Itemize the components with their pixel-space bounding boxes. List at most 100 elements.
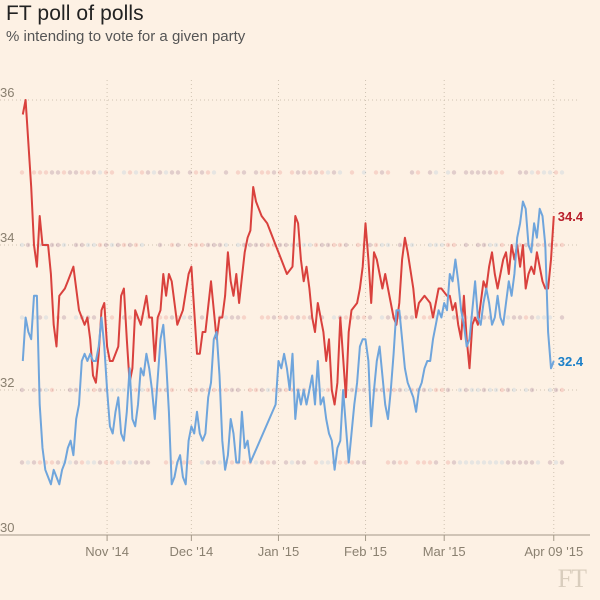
poll-dot [277,387,283,393]
poll-dot [97,242,103,248]
poll-dot [217,242,223,248]
poll-dot [205,242,211,248]
poll-dot [205,460,211,465]
poll-dot [451,315,457,320]
poll-dot [415,460,421,465]
poll-dot [475,242,481,248]
poll-dot [271,315,277,320]
poll-dot [199,170,205,175]
poll-dot [325,460,331,465]
poll-dot [361,387,367,393]
poll-dot [445,387,451,393]
series-lines [21,99,555,486]
poll-dot [241,315,247,320]
poll-dot [73,387,79,393]
poll-dot [199,460,205,465]
poll-dot [235,315,241,320]
poll-dot [463,170,469,175]
poll-dot [493,170,499,175]
poll-dot [139,460,145,465]
poll-dot [19,242,25,248]
poll-dot [505,315,511,320]
poll-dot [325,242,331,248]
poll-dot [427,460,433,465]
poll-dot [259,242,265,248]
poll-dot [97,460,103,465]
end-labels: 34.4 32.4 [558,209,584,369]
poll-dot [253,387,259,393]
poll-dot [355,315,361,320]
poll-dot [103,242,109,248]
poll-dot [31,460,37,465]
poll-dot [547,460,553,465]
poll-dot [121,460,127,465]
poll-dot [379,315,385,320]
poll-dot [73,315,79,320]
poll-dot [97,387,103,393]
poll-dot [43,170,49,175]
poll-dot [343,315,349,320]
poll-dot [73,170,79,175]
poll-dot [331,170,337,175]
poll-dot [79,170,85,175]
poll-dot [499,460,505,465]
poll-dot [487,170,493,175]
poll-dot [265,242,271,248]
poll-dot [373,242,379,248]
poll-dot [343,242,349,248]
poll-dot [463,387,469,393]
poll-dot [511,242,517,248]
poll-dot [235,387,241,393]
poll-dot [445,170,451,175]
poll-dot [73,242,79,248]
poll-dot [49,387,55,393]
poll-dot [379,170,385,175]
poll-dot [505,460,511,465]
poll-dot [421,387,427,393]
poll-dot [427,242,433,248]
poll-dot [67,170,73,175]
poll-dot [19,460,25,465]
poll-dot [301,170,307,175]
poll-dot [187,315,193,320]
poll-dot [481,387,487,393]
poll-dot [121,387,127,393]
poll-dot [385,315,391,320]
poll-dot [361,315,367,320]
poll-dot [331,170,337,175]
poll-dot [37,315,43,320]
poll-dot [169,387,175,393]
poll-dot [511,315,517,320]
poll-dot [535,242,541,248]
poll-dot [133,460,139,465]
poll-dot [97,460,103,465]
poll-dot [391,387,397,393]
poll-dot [265,315,271,320]
series-line-1 [21,200,555,486]
poll-dot [145,460,151,465]
poll-dot [517,315,523,320]
poll-dot [469,170,475,175]
poll-dot [169,170,175,175]
poll-dot [439,387,445,393]
poll-dot [211,242,217,248]
poll-dot [277,387,283,393]
poll-dot [145,170,151,175]
poll-dot [319,242,325,248]
poll-dot [193,242,199,248]
poll-dot [187,315,193,320]
poll-dot [295,315,301,320]
poll-dot [475,387,481,393]
poll-dot [301,170,307,175]
poll-dot [337,170,343,175]
poll-dot [511,460,517,465]
poll-dot [241,170,247,175]
x-tick-label: Apr 09 '15 [524,544,583,559]
poll-dot [169,170,175,175]
poll-dot [391,460,397,465]
poll-dot [295,460,301,465]
poll-dot [343,460,349,465]
poll-dot [115,242,121,248]
poll-dot [523,460,529,465]
chart-grid [0,80,580,536]
